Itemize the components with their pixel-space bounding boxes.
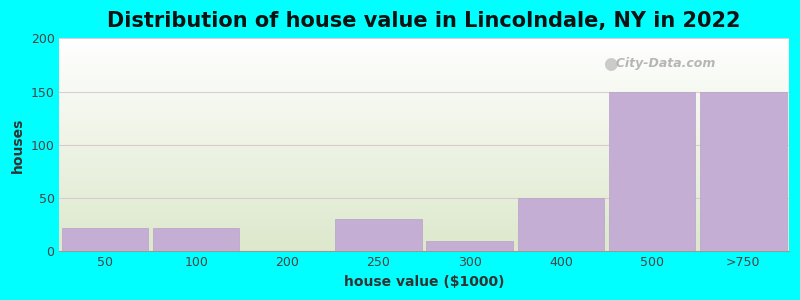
Text: ●: ● — [603, 55, 618, 73]
Title: Distribution of house value in Lincolndale, NY in 2022: Distribution of house value in Lincolnda… — [107, 11, 741, 31]
Bar — [335, 220, 422, 251]
Bar — [700, 92, 786, 251]
Bar — [62, 228, 148, 251]
Bar — [609, 92, 695, 251]
Bar — [153, 228, 239, 251]
Y-axis label: houses: houses — [11, 117, 25, 172]
X-axis label: house value ($1000): house value ($1000) — [344, 275, 504, 289]
Bar — [426, 241, 513, 251]
Text: City-Data.com: City-Data.com — [606, 57, 715, 70]
Bar — [518, 198, 604, 251]
